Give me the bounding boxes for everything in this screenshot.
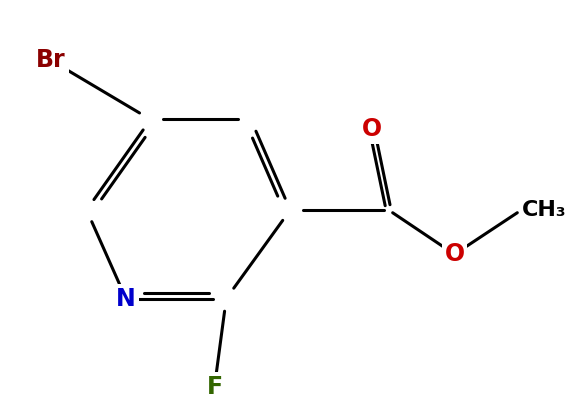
Text: Br: Br bbox=[36, 48, 66, 73]
Text: O: O bbox=[444, 242, 464, 266]
Text: O: O bbox=[362, 117, 382, 141]
Text: N: N bbox=[116, 286, 136, 310]
Text: F: F bbox=[207, 375, 223, 399]
Text: CH₃: CH₃ bbox=[521, 200, 566, 220]
